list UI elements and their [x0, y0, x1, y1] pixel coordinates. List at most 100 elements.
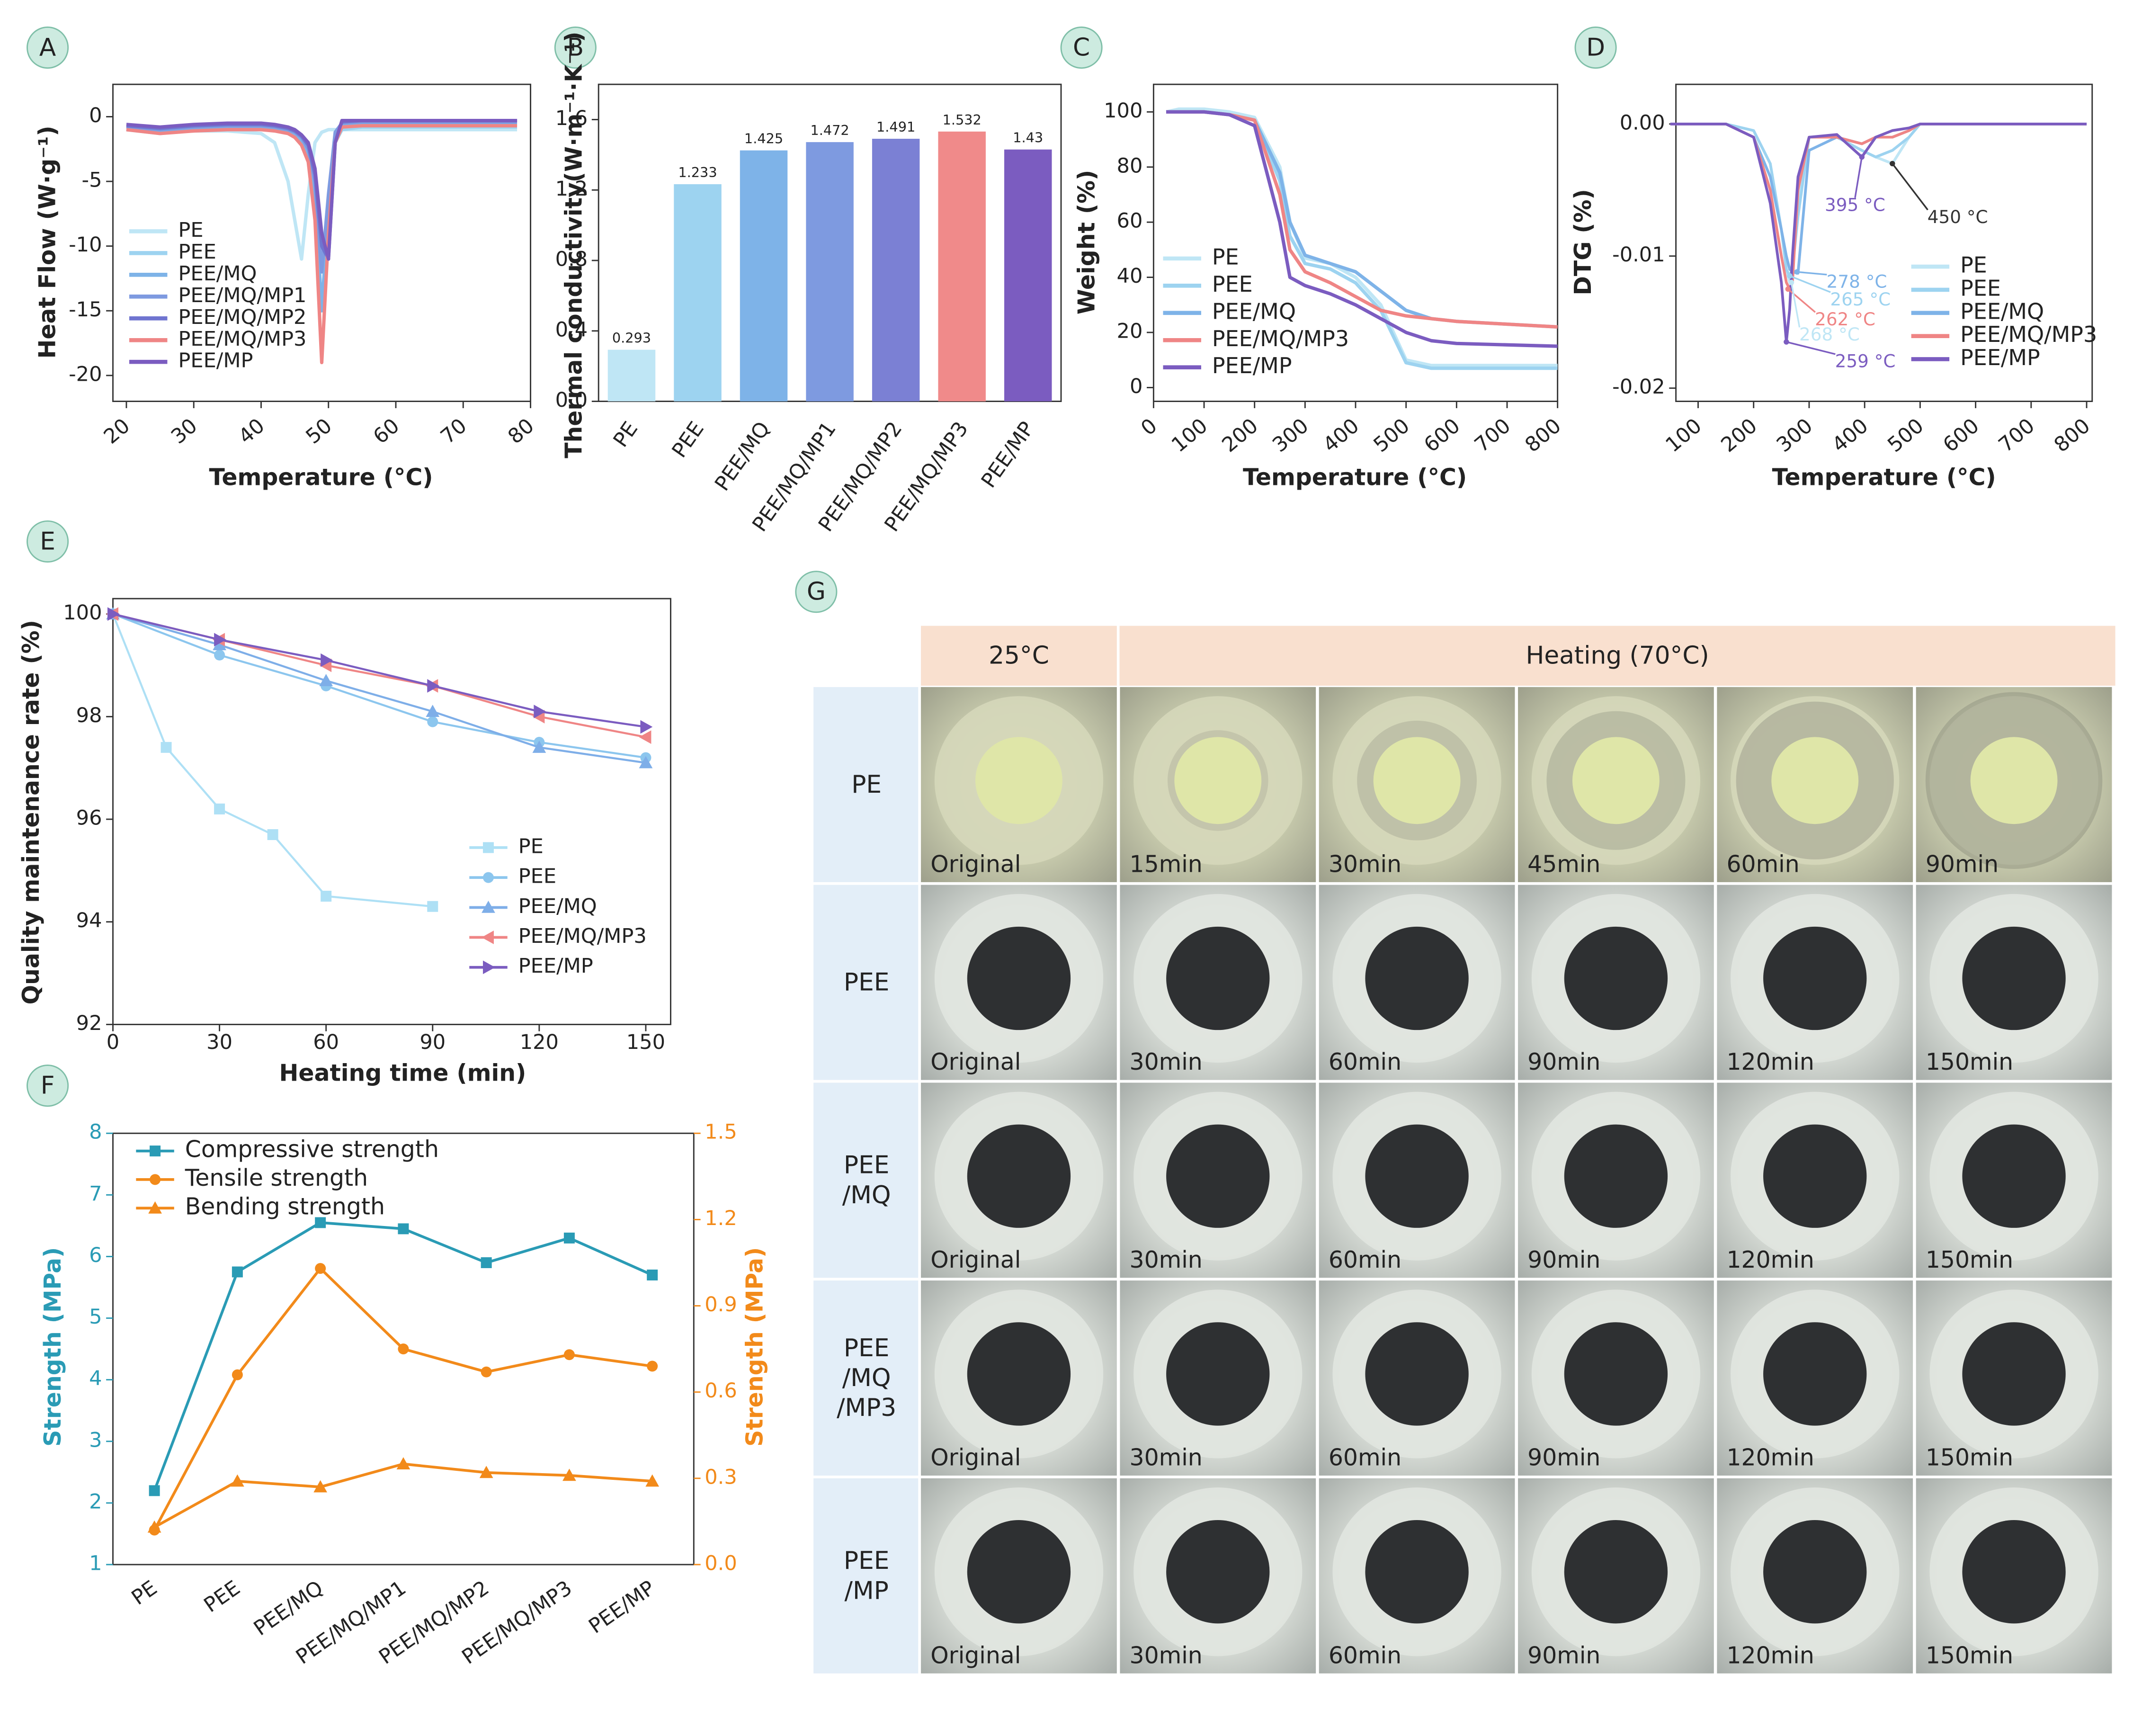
marker: [232, 1369, 243, 1380]
marker: [315, 1263, 326, 1274]
legend-label: PEE: [518, 865, 556, 888]
series-line: [126, 124, 518, 365]
photo-sample: [1166, 1124, 1270, 1228]
marker: [148, 1201, 162, 1214]
photo-sample: [1166, 1520, 1270, 1624]
marker: [214, 633, 226, 647]
x-tick-label: PEE/MP: [584, 1576, 659, 1638]
photo-sample: [1763, 926, 1867, 1030]
x-tick-label: 800: [2050, 414, 2095, 457]
marker: [647, 1360, 658, 1372]
marker: [479, 1466, 493, 1478]
x-axis-title: Temperature (°C): [1772, 464, 1996, 491]
series-line: [1670, 122, 2087, 343]
photo-sample: [1962, 1520, 2066, 1624]
legend-label: PEE: [178, 240, 216, 264]
bar: [674, 184, 722, 402]
photo-sample: [1166, 1322, 1270, 1426]
bar: [740, 150, 788, 402]
photo-caption: 45min: [1527, 850, 1600, 877]
photo-sample: [1365, 1322, 1469, 1426]
y-tick-label: 6: [89, 1244, 102, 1267]
panel-letter: G: [807, 578, 826, 606]
x-tick-label: 50: [302, 414, 337, 449]
y-tick-label: 8: [89, 1120, 102, 1144]
marker: [640, 720, 653, 734]
row-label: PEE: [844, 1334, 890, 1362]
annotation-point: [1794, 269, 1800, 275]
row-label: /MP3: [837, 1394, 896, 1422]
series-line: [153, 1267, 653, 1531]
marker: [398, 1343, 409, 1355]
annotation-label: 259 °C: [1835, 351, 1896, 372]
y-tick-label: 80: [1117, 154, 1143, 178]
marker: [482, 872, 494, 883]
legend-label: PEE/MQ/MP3: [178, 327, 306, 351]
y-tick-label: 1: [89, 1551, 102, 1575]
bar: [1004, 149, 1052, 402]
row-header-cell: [813, 885, 919, 1080]
photo-caption: 90min: [1926, 850, 1999, 877]
panel-letter: B: [567, 33, 584, 62]
photo-sample: [1564, 1124, 1668, 1228]
y2-tick-label: 0.3: [705, 1465, 737, 1489]
photo-caption: 90min: [1527, 1642, 1600, 1669]
marker: [231, 1474, 244, 1487]
marker: [482, 900, 495, 913]
photo-sample: [1763, 1520, 1867, 1624]
legend-label: PE: [1960, 252, 1987, 278]
y-tick-label: 7: [89, 1182, 102, 1206]
header-cell: [1119, 626, 2115, 686]
y-tick-label: 0: [1130, 375, 1142, 398]
photo-caption: 120min: [1726, 1444, 1814, 1471]
photo-sample: [967, 1124, 1071, 1228]
x-tick-label: PE: [609, 417, 643, 451]
photo-caption: 30min: [1329, 850, 1401, 877]
y-axis-title: Heat Flow (W·g⁻¹): [34, 125, 61, 358]
photo-sample: [967, 1322, 1071, 1426]
legend-label: PEE/MQ/MP2: [178, 305, 306, 329]
legend-label: PEE/MQ/MP3: [1212, 326, 1349, 351]
y-tick-label: 100: [63, 601, 102, 625]
marker: [398, 1223, 409, 1235]
marker: [563, 1232, 575, 1244]
photo-caption: 30min: [1130, 1444, 1203, 1471]
x-tick-label: PEE: [668, 417, 709, 462]
photo-sample: [1564, 1520, 1668, 1624]
x-tick-label: 600: [1939, 414, 1984, 457]
annotation-arrow: [1790, 282, 1801, 328]
marker: [214, 649, 225, 661]
photo-caption: 150min: [1926, 1246, 2013, 1273]
marker: [214, 803, 225, 814]
x-tick-label: 70: [436, 414, 471, 449]
y-tick-label: 0.00: [1620, 111, 1665, 134]
x-axis-title: Temperature (°C): [1243, 464, 1467, 491]
photo-caption: Original: [930, 1048, 1021, 1075]
legend-label: Tensile strength: [185, 1164, 368, 1191]
annotation-label: 262 °C: [1815, 309, 1875, 330]
bar-value-label: 1.425: [744, 131, 783, 147]
photo-sample: [1373, 737, 1461, 824]
x-tick-label: PEE/MQ: [250, 1576, 328, 1640]
marker: [150, 1145, 161, 1157]
series-line: [112, 613, 646, 759]
panel-badge: [1060, 27, 1103, 69]
annotation-point: [1784, 339, 1789, 345]
x-tick-label: 400: [1828, 414, 1873, 457]
legend-label: PEE/MP: [178, 349, 253, 373]
x-axis-title: Heating time (min): [279, 1060, 527, 1087]
marker: [639, 730, 652, 744]
marker: [321, 653, 333, 667]
row-label: /MQ: [842, 1181, 891, 1209]
row-header-cell: [813, 1478, 919, 1673]
bar-value-label: 1.233: [678, 164, 717, 180]
marker: [482, 931, 494, 944]
panel-letter: E: [40, 527, 55, 555]
plot-frame: [112, 598, 671, 1025]
y-tick-label: 3: [89, 1428, 102, 1452]
photo-caption: 30min: [1130, 1048, 1203, 1075]
annotation-label: 278 °C: [1827, 271, 1887, 292]
panel-badge: [27, 27, 69, 69]
annotation-arrow: [1797, 271, 1827, 276]
